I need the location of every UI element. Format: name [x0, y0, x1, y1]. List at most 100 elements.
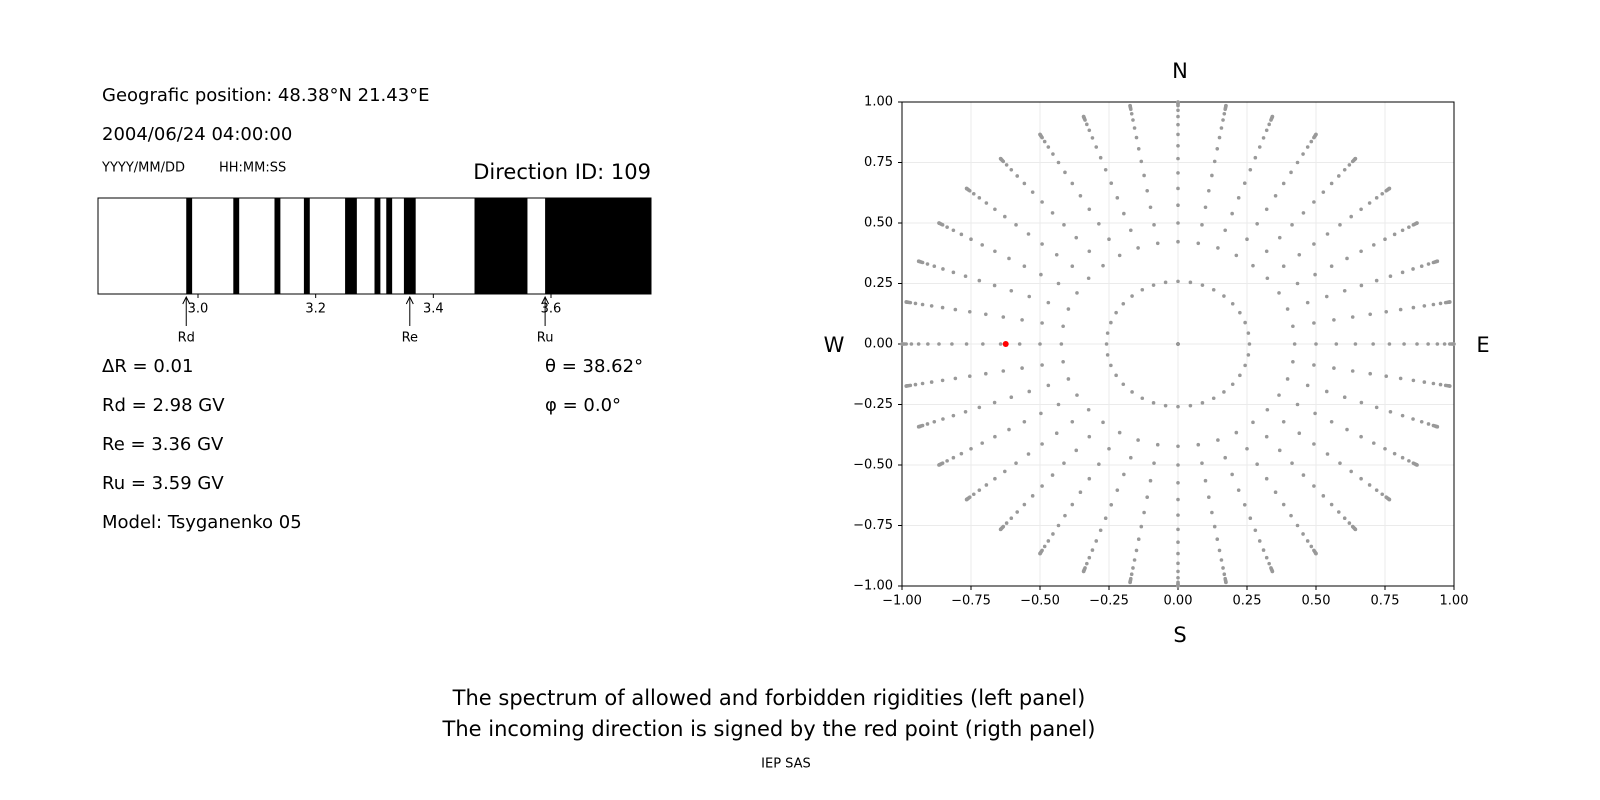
- direction-point: [1009, 516, 1014, 521]
- direction-point: [1009, 395, 1014, 400]
- direction-point: [1325, 232, 1330, 236]
- direction-point: [1388, 274, 1393, 278]
- direction-point: [1392, 232, 1397, 237]
- direction-point: [1422, 380, 1427, 384]
- x-tick-label: −0.75: [951, 594, 991, 609]
- direction-point: [1347, 521, 1352, 525]
- direction-point: [1234, 253, 1239, 258]
- direction-point: [1342, 395, 1347, 400]
- direction-point: [1004, 521, 1009, 525]
- marker-arrow-head: [541, 295, 550, 305]
- direction-point: [1200, 461, 1204, 465]
- direction-point: [998, 342, 1003, 346]
- direction-point: [1134, 548, 1139, 553]
- direction-point: [1359, 400, 1364, 405]
- marker-arrow-head: [182, 295, 191, 305]
- direction-point: [1264, 434, 1269, 439]
- direction-point: [1223, 228, 1227, 233]
- direction-point: [1039, 272, 1043, 277]
- direction-point: [1215, 146, 1220, 151]
- direction-point: [1367, 201, 1372, 205]
- direction-point: [1059, 342, 1064, 346]
- direction-point: [1342, 167, 1347, 172]
- direction-point: [1400, 413, 1405, 418]
- direction-point: [1081, 569, 1086, 574]
- direction-point: [1109, 181, 1114, 185]
- direction-point: [1176, 108, 1180, 113]
- direction-point: [1224, 103, 1228, 108]
- direction-point: [1216, 246, 1220, 250]
- direction-point: [1265, 276, 1270, 281]
- direction-point: [1264, 128, 1269, 133]
- direction-point: [1312, 363, 1316, 367]
- direction-point: [993, 434, 997, 439]
- direction-point: [916, 259, 921, 264]
- direction-point: [1054, 252, 1059, 257]
- direction-point: [993, 207, 997, 212]
- direction-point: [1129, 111, 1134, 116]
- direction-point: [932, 264, 937, 269]
- direction-point: [1139, 159, 1144, 164]
- direction-point: [1094, 539, 1099, 543]
- direction-point: [992, 400, 997, 405]
- direction-point: [1139, 524, 1144, 529]
- direction-point: [1107, 237, 1111, 242]
- direction-point: [1007, 427, 1011, 432]
- direction-point: [1085, 122, 1089, 127]
- direction-point: [1305, 383, 1310, 388]
- direction-point: [1129, 228, 1133, 233]
- direction-point: [1305, 145, 1310, 149]
- direction-point: [1289, 170, 1293, 175]
- direction-point: [1051, 532, 1055, 536]
- direction-point: [1087, 434, 1092, 439]
- direction-point: [1426, 342, 1430, 346]
- direction-point: [1056, 281, 1061, 286]
- direction-point: [1176, 239, 1180, 244]
- direction-point: [1313, 411, 1317, 416]
- direction-point: [1155, 241, 1160, 246]
- direction-point: [1062, 223, 1066, 227]
- direction-point: [1078, 194, 1083, 198]
- direction-point: [1242, 503, 1247, 507]
- forbidden-band: [274, 198, 281, 294]
- direction-point: [1384, 374, 1389, 378]
- direction-point: [1289, 513, 1293, 518]
- direction-point: [900, 342, 904, 346]
- direction-point: [1438, 301, 1443, 306]
- direction-point: [1122, 472, 1126, 477]
- direction-point: [951, 270, 956, 275]
- direction-point: [1267, 561, 1271, 566]
- direction-point: [1136, 246, 1140, 250]
- direction-point: [1007, 256, 1011, 261]
- direction-point: [967, 374, 972, 378]
- direction-point: [1301, 211, 1306, 215]
- direction-point: [1265, 407, 1270, 412]
- compass-label: E: [1476, 333, 1489, 357]
- direction-point: [940, 378, 945, 383]
- direction-point: [969, 446, 973, 451]
- direction-point: [1281, 419, 1286, 424]
- direction-point: [1103, 516, 1108, 521]
- direction-point: [980, 441, 985, 445]
- direction-point: [1004, 163, 1009, 167]
- direction-point: [1087, 476, 1092, 481]
- direction-point: [1267, 122, 1271, 127]
- parameter: Rd = 2.98 GV: [102, 395, 225, 416]
- direction-point: [1314, 551, 1318, 556]
- direction-point: [1039, 411, 1043, 416]
- direction-point: [1305, 300, 1310, 305]
- x-tick-label: 0.50: [1302, 594, 1331, 609]
- direction-point: [964, 342, 969, 346]
- direction-point: [1152, 461, 1156, 465]
- direction-point: [1054, 431, 1059, 436]
- direction-point: [1261, 548, 1266, 552]
- direction-point: [1297, 431, 1302, 436]
- direction-point: [1452, 342, 1456, 346]
- direction-point: [998, 156, 1003, 161]
- direction-point: [984, 483, 989, 487]
- direction-point: [977, 196, 982, 200]
- direction-point: [1324, 389, 1329, 394]
- position: Geografic position: 48.38°N 21.43°E: [102, 85, 430, 106]
- direction-point: [984, 371, 988, 376]
